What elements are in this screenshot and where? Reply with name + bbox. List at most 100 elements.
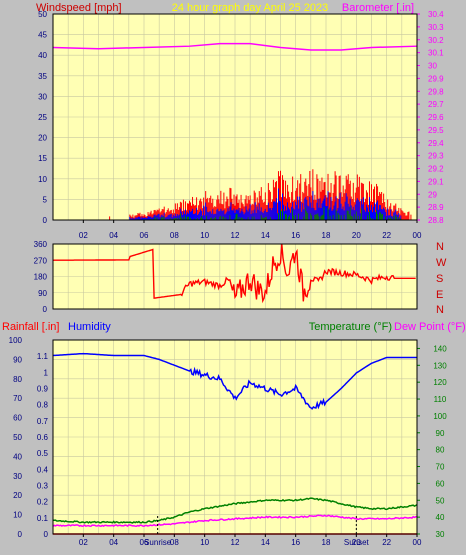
bottom-x-tick-label: 16 xyxy=(291,538,300,547)
barometer-tick-label: 29.4 xyxy=(428,139,444,148)
windspeed-tick-label: 5 xyxy=(43,195,48,204)
direction-tick-label: 360 xyxy=(34,240,48,249)
bottom-x-tick-label: 14 xyxy=(261,538,270,547)
bottom-x-tick-label: 20 xyxy=(352,538,361,547)
rainfall-tick-label: 0.7 xyxy=(37,417,49,426)
bottom-x-tick-label: 08 xyxy=(170,538,179,547)
rainfall-tick-label: 0.5 xyxy=(37,449,49,458)
temperature-line xyxy=(53,497,418,524)
humidity-tick-label: 0 xyxy=(18,530,23,539)
temperature-tick-label: 130 xyxy=(433,361,447,370)
windspeed-tick-label: 35 xyxy=(38,72,47,81)
rainfall-tick-label: 0.4 xyxy=(37,465,49,474)
barometer-tick-label: 29.3 xyxy=(428,152,444,161)
windspeed-tick-label: 30 xyxy=(38,92,47,101)
direction-label-w: W xyxy=(436,257,447,269)
series-layer xyxy=(52,42,418,535)
barometer-tick-label: 28.8 xyxy=(428,216,444,225)
top-x-tick-label: 08 xyxy=(170,231,179,240)
humidity-tick-label: 80 xyxy=(13,375,22,384)
temperature-tick-label: 50 xyxy=(436,496,445,505)
rainfall-tick-label: 1 xyxy=(44,368,49,377)
humidity-tick-label: 60 xyxy=(13,414,22,423)
barometer-tick-label: 29.7 xyxy=(428,100,444,109)
windspeed-tick-label: 20 xyxy=(38,134,47,143)
top-x-tick-label: 00 xyxy=(413,231,422,240)
bottom-x-tick-label: 10 xyxy=(200,538,209,547)
temperature-tick-label: 70 xyxy=(436,463,445,472)
graph-title: 24 hour graph day April 25 2023 xyxy=(172,2,329,14)
rainfall-tick-label: 0.6 xyxy=(37,433,49,442)
top-x-tick-label: 22 xyxy=(382,231,391,240)
barometer-tick-label: 30 xyxy=(428,62,437,71)
barometer-tick-label: 29.1 xyxy=(428,177,444,186)
humidity-tick-label: 50 xyxy=(13,433,22,442)
direction-label-n-top: N xyxy=(436,241,444,253)
top-x-tick-label: 18 xyxy=(322,231,331,240)
plot-frame xyxy=(52,243,418,310)
bottom-x-tick-label: 02 xyxy=(79,538,88,547)
top-x-tick-label: 04 xyxy=(109,231,118,240)
top-x-tick-label: 14 xyxy=(261,231,270,240)
rainfall-tick-label: 0.9 xyxy=(37,385,49,394)
humidity-tick-label: 10 xyxy=(13,511,22,520)
temperature-tick-label: 90 xyxy=(436,429,445,438)
humidity-tick-label: 40 xyxy=(13,452,22,461)
top-x-tick-label: 02 xyxy=(79,231,88,240)
top-x-tick-label: 10 xyxy=(200,231,209,240)
rainfall-tick-label: 1.1 xyxy=(37,352,49,361)
bottom-x-tick-label: 12 xyxy=(231,538,240,547)
barometer-tick-label: 30.1 xyxy=(428,49,444,58)
direction-tick-label: 90 xyxy=(38,289,47,298)
barometer-tick-label: 30.4 xyxy=(428,10,444,19)
temperature-tick-label: 140 xyxy=(433,344,447,353)
temperature-tick-label: 110 xyxy=(434,395,447,404)
plot-frame xyxy=(52,339,418,535)
temperature-tick-label: 80 xyxy=(436,446,445,455)
temperature-tick-label: 120 xyxy=(433,378,447,387)
windspeed-tick-label: 15 xyxy=(38,154,47,163)
rainfall-tick-label: 0.8 xyxy=(37,401,49,410)
top-x-tick-label: 06 xyxy=(140,231,149,240)
plot-frame xyxy=(52,13,418,221)
rainfall-tick-label: 0 xyxy=(44,530,49,539)
direction-label-s: S xyxy=(436,273,443,285)
top-x-tick-label: 20 xyxy=(352,231,361,240)
windspeed-axis-title: Windspeed [mph] xyxy=(36,2,122,14)
temperature-tick-label: 100 xyxy=(433,412,447,421)
barometer-tick-label: 30.2 xyxy=(428,36,444,45)
barometer-axis-title: Barometer [.in] xyxy=(342,2,414,14)
rainfall-tick-label: 0.3 xyxy=(37,482,49,491)
bottom-x-tick-label: 06 xyxy=(140,538,149,547)
rainfall-axis-title: Rainfall [.in] xyxy=(2,321,59,333)
temperature-tick-label: 60 xyxy=(436,479,445,488)
temperature-tick-label: 30 xyxy=(436,530,445,539)
direction-label-e: E xyxy=(436,289,443,301)
barometer-tick-label: 29.2 xyxy=(428,165,444,174)
dewpoint-axis-title: Dew Point (°F) xyxy=(394,321,466,333)
rainfall-tick-label: 0.2 xyxy=(37,498,49,507)
top-x-tick-label: 12 xyxy=(231,231,240,240)
bottom-x-tick-label: 00 xyxy=(413,538,422,547)
axis-layer: 0510152025303540455028.828.92929.129.229… xyxy=(9,10,448,547)
direction-tick-label: 180 xyxy=(34,273,48,282)
humidity-axis-title: Humidity xyxy=(68,321,111,333)
barometer-line xyxy=(52,42,418,51)
direction-tick-label: 270 xyxy=(34,256,48,265)
windspeed-tick-label: 25 xyxy=(38,113,47,122)
humidity-tick-label: 30 xyxy=(13,472,22,481)
barometer-tick-label: 29 xyxy=(428,190,437,199)
temperature-tick-label: 40 xyxy=(436,513,445,522)
direction-label-n-bottom: N xyxy=(436,304,444,316)
humidity-tick-label: 20 xyxy=(13,491,22,500)
humidity-tick-label: 70 xyxy=(13,394,22,403)
windspeed-tick-label: 50 xyxy=(38,10,47,19)
barometer-tick-label: 29.5 xyxy=(428,126,444,135)
dewpoint-line xyxy=(52,514,418,528)
barometer-tick-label: 30.3 xyxy=(428,23,444,32)
windspeed-tick-label: 10 xyxy=(38,175,47,184)
barometer-tick-label: 29.9 xyxy=(428,74,444,83)
barometer-tick-label: 28.9 xyxy=(428,203,444,212)
wind-direction-line xyxy=(52,243,416,304)
